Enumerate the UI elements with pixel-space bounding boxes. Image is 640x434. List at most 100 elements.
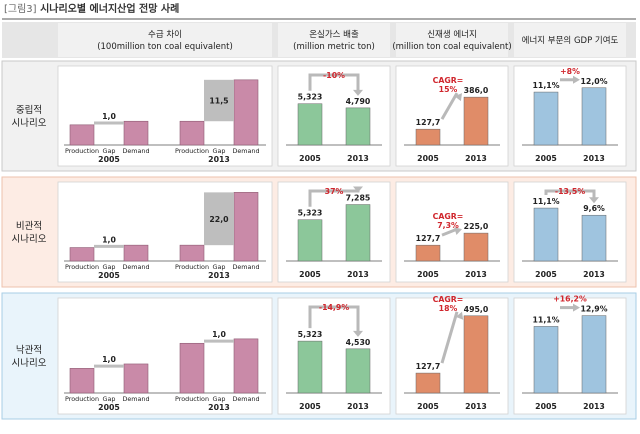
bar-value-label: 9,6% bbox=[583, 204, 605, 213]
x-tick-label: Demand bbox=[232, 395, 259, 403]
chart-cell bbox=[513, 181, 627, 283]
arrow-head bbox=[454, 93, 462, 102]
x-tick-label: Production bbox=[175, 263, 209, 271]
scenario-label-line1: 낙관적 bbox=[16, 344, 42, 356]
arrow-head bbox=[353, 186, 363, 193]
bar-value-label: 4,790 bbox=[346, 97, 371, 106]
chart-cell bbox=[395, 65, 509, 167]
year-label: 2005 bbox=[417, 154, 439, 163]
arrow-head bbox=[455, 311, 464, 320]
year-label: 2005 bbox=[98, 155, 120, 164]
gap-value-label: 22,0 bbox=[209, 215, 229, 224]
change-arrow bbox=[308, 305, 360, 333]
x-tick-label: Gap bbox=[213, 395, 226, 403]
column-header-2-unit: (million metric ton) bbox=[293, 42, 375, 52]
year-label: 2005 bbox=[98, 271, 120, 280]
year-label: 2005 bbox=[417, 402, 439, 411]
bar-2005 bbox=[297, 219, 323, 262]
x-tick-label: Demand bbox=[122, 395, 149, 403]
bar-value-label: 127,7 bbox=[416, 362, 441, 371]
bar-2013 bbox=[463, 315, 489, 394]
chart-cell bbox=[395, 297, 509, 415]
bar-production bbox=[179, 244, 205, 262]
year-label: 2013 bbox=[465, 270, 487, 279]
change-annotation: +8% bbox=[560, 67, 580, 76]
bar-demand bbox=[123, 120, 149, 146]
column-header-4-title: 에너지 부문의 GDP 기여도 bbox=[522, 35, 619, 46]
change-annotation: 18% bbox=[439, 304, 458, 313]
year-label: 2005 bbox=[98, 403, 120, 412]
bar-2005 bbox=[533, 91, 559, 146]
year-label: 2013 bbox=[465, 154, 487, 163]
x-tick-label: Production bbox=[65, 147, 99, 155]
bar-value-label: 225,0 bbox=[464, 222, 489, 231]
x-tick-label: Gap bbox=[103, 395, 116, 403]
bar-production bbox=[179, 342, 205, 394]
change-arrow bbox=[308, 73, 360, 92]
change-arrow bbox=[440, 92, 459, 120]
gap-value-label: 1,0 bbox=[102, 355, 116, 364]
year-label: 2013 bbox=[208, 155, 230, 164]
figure-title: [그림3] 시나리오별 에너지산업 전망 사례 bbox=[4, 2, 179, 18]
bar-2005 bbox=[415, 244, 441, 262]
bar-demand bbox=[123, 244, 149, 262]
arrow-head bbox=[353, 89, 363, 96]
chart-cell bbox=[513, 297, 627, 415]
year-label: 2013 bbox=[347, 270, 369, 279]
scenario-label-line2: 시나리오 bbox=[12, 358, 47, 369]
change-arrow bbox=[544, 189, 596, 200]
scenario-label-line2: 시나리오 bbox=[12, 118, 47, 129]
chart-cell bbox=[277, 181, 391, 283]
x-tick-label: Demand bbox=[232, 263, 259, 271]
x-tick-label: Demand bbox=[122, 147, 149, 155]
x-tick-label: Demand bbox=[232, 147, 259, 155]
gap-value-label: 1,0 bbox=[102, 235, 116, 244]
year-label: 2013 bbox=[347, 402, 369, 411]
bar-value-label: 495,0 bbox=[464, 305, 489, 314]
bar-production bbox=[69, 124, 95, 146]
bar-value-label: 127,7 bbox=[416, 118, 441, 127]
scenario-label-line1: 중립적 bbox=[16, 104, 42, 116]
gap-value-label: 1,0 bbox=[102, 112, 116, 121]
column-header-3-title: 신재생 에너지 bbox=[427, 29, 477, 40]
year-label: 2005 bbox=[535, 402, 557, 411]
bar-2013 bbox=[345, 107, 371, 146]
change-annotation: CAGR= bbox=[433, 212, 464, 221]
chart-cell bbox=[277, 297, 391, 415]
header-cell-3 bbox=[396, 23, 508, 57]
column-header-2-title: 온실가스 배출 bbox=[309, 29, 359, 40]
bar-value-label: 11,1% bbox=[532, 81, 559, 90]
bar-2005 bbox=[415, 128, 441, 146]
header-cell-4 bbox=[514, 23, 626, 57]
change-annotation: -13,5% bbox=[555, 187, 585, 196]
year-label: 2005 bbox=[299, 154, 321, 163]
bar-production bbox=[69, 247, 95, 262]
column-header-1-unit: (100million ton coal equivalent) bbox=[97, 42, 233, 52]
change-annotation: 37% bbox=[325, 187, 344, 196]
bar-value-label: 12,9% bbox=[580, 305, 607, 314]
arrow-head bbox=[573, 75, 580, 84]
bar-value-label: 386,0 bbox=[464, 86, 489, 95]
bar-value-label: 5,323 bbox=[298, 93, 323, 102]
change-annotation: CAGR= bbox=[433, 295, 464, 304]
year-label: 2013 bbox=[583, 402, 605, 411]
chart-cell bbox=[395, 181, 509, 283]
bar-2005 bbox=[297, 103, 323, 146]
x-tick-label: Gap bbox=[103, 147, 116, 155]
year-label: 2005 bbox=[535, 270, 557, 279]
column-header-3-unit: (million ton coal equivalent) bbox=[392, 42, 511, 52]
bar-value-label: 7,285 bbox=[346, 194, 371, 203]
change-annotation: 15% bbox=[439, 85, 458, 94]
column-header-1-title: 수급 차이 bbox=[148, 29, 182, 40]
arrow-head bbox=[454, 227, 462, 235]
bar-value-label: 5,323 bbox=[298, 330, 323, 339]
year-label: 2013 bbox=[208, 271, 230, 280]
bar-2005 bbox=[533, 207, 559, 262]
gap-value-label: 1,0 bbox=[212, 330, 226, 339]
bar-2013 bbox=[345, 204, 371, 262]
year-label: 2013 bbox=[465, 402, 487, 411]
x-tick-label: Gap bbox=[213, 263, 226, 271]
x-tick-label: Demand bbox=[122, 263, 149, 271]
bar-2005 bbox=[415, 372, 441, 394]
change-arrow bbox=[440, 311, 459, 364]
